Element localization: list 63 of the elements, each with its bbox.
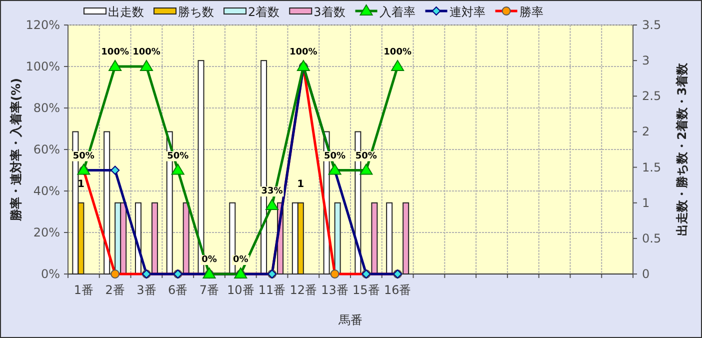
y-tick-label: 60% xyxy=(33,142,60,156)
point xyxy=(391,60,404,71)
y2-axis-title: 出走数・勝ち数・2着数・3着数 xyxy=(675,62,689,236)
y-tick-label: 20% xyxy=(33,226,60,240)
x-tick-label: 2番 xyxy=(105,283,125,297)
y2-tick-label: 2.5 xyxy=(642,89,662,104)
data-label: 33% xyxy=(261,186,283,197)
bar xyxy=(371,202,378,274)
point xyxy=(110,166,120,175)
data-label: 0% xyxy=(202,255,217,265)
legend-label: 出走数 xyxy=(108,5,144,19)
bar xyxy=(104,131,110,274)
data-label: 50% xyxy=(72,151,94,162)
y2-tick-label: 1 xyxy=(642,196,650,210)
data-label: 100% xyxy=(101,48,129,58)
x-axis-title: 馬番 xyxy=(338,313,362,327)
y-tick-label: 0% xyxy=(40,267,60,281)
y2-tick-label: 0.5 xyxy=(642,231,662,246)
x-tick-label: 13番 xyxy=(321,283,348,297)
data-label: 50% xyxy=(355,151,377,162)
x-tick-label: 10番 xyxy=(227,283,254,297)
point xyxy=(108,60,122,71)
data-label: 50% xyxy=(167,151,189,162)
bar xyxy=(151,202,158,274)
x-tick-label: 11番 xyxy=(258,283,286,297)
data-label: 100% xyxy=(290,48,318,58)
legend-label: 勝率 xyxy=(519,5,544,19)
legend-label: 入着率 xyxy=(379,5,416,19)
x-tick-label: 15番 xyxy=(352,283,380,297)
y2-tick-label: 2 xyxy=(642,124,650,139)
data-label: 1 xyxy=(297,178,304,190)
legend-label: 連対率 xyxy=(449,5,486,19)
bar xyxy=(182,202,190,274)
x-tick-label: 3番 xyxy=(136,283,156,297)
x-tick-label: 12番 xyxy=(290,283,318,297)
legend-label: 2着数 xyxy=(248,5,280,19)
data-label: 50% xyxy=(324,151,346,162)
point xyxy=(140,60,153,71)
point xyxy=(360,164,373,175)
y-tick-label: 120% xyxy=(26,18,60,32)
point xyxy=(171,164,184,175)
x-tick-label: 6番 xyxy=(168,283,188,297)
data-label: 0% xyxy=(233,255,248,265)
y-tick-label: 100% xyxy=(26,60,60,74)
x-tick-label: 7番 xyxy=(199,283,220,297)
bar xyxy=(334,202,341,274)
y-tick-label: 40% xyxy=(33,184,60,198)
x-tick-label: 1番 xyxy=(74,283,94,297)
legend-label: 3着数 xyxy=(314,5,346,19)
y2-tick-label: 0 xyxy=(642,267,650,281)
x-tick-label: 16番 xyxy=(384,283,412,297)
data-label: 1 xyxy=(77,178,84,190)
y2-tick-label: 1.5 xyxy=(642,160,662,174)
legend-label: 勝ち数 xyxy=(178,5,214,19)
point xyxy=(266,199,279,210)
y-tick-label: 80% xyxy=(33,101,60,115)
y2-tick-label: 3.5 xyxy=(642,18,662,32)
bar xyxy=(402,202,410,274)
data-label: 100% xyxy=(132,48,160,58)
data-label: 100% xyxy=(384,48,412,58)
y-axis-title: 勝率・連対率・入着率(%) xyxy=(9,78,23,222)
y2-tick-label: 3 xyxy=(642,54,650,68)
bar xyxy=(386,202,393,274)
